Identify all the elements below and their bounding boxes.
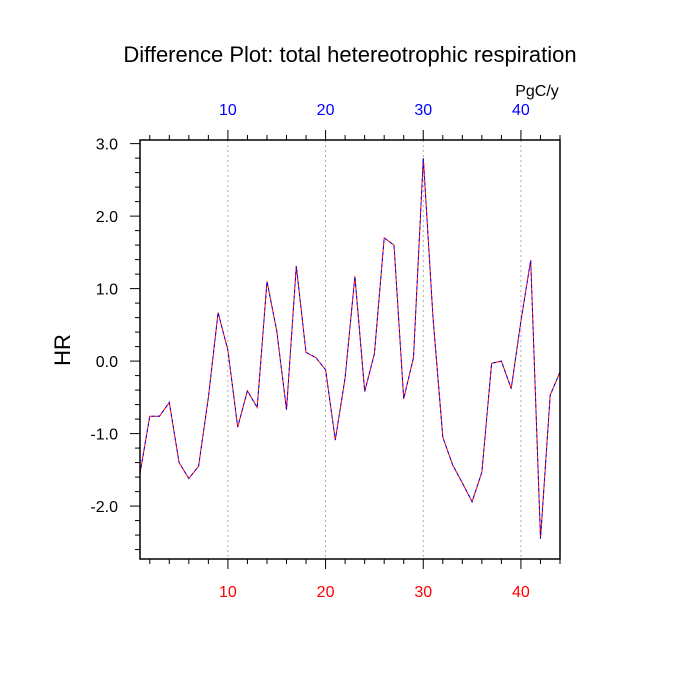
x-tick-label-bottom: 30: [414, 584, 432, 601]
y-tick-label: 1.0: [96, 282, 118, 299]
y-tick-label: 0.0: [96, 354, 118, 371]
y-tick-label: 3.0: [96, 137, 118, 154]
units-label: PgC/y: [515, 83, 559, 100]
y-tick-label: -1.0: [90, 427, 118, 444]
x-tick-label-top: 30: [414, 102, 432, 119]
x-tick-label-top: 10: [219, 102, 237, 119]
x-tick-label-bottom: 20: [317, 584, 335, 601]
label-layer: 3.0 2.0 1.0 0.0 -1.0 -2.0 10 10 20 20 30 30 40 40: [90, 102, 530, 601]
plot-frame: [139, 139, 561, 560]
series-line-blue: [139, 158, 561, 539]
y-tick-label: -2.0: [90, 499, 118, 516]
y-tick-label: 2.0: [96, 209, 118, 226]
x-tick-label-top: 40: [512, 102, 530, 119]
series-line-red: [139, 158, 561, 539]
axis-layer: [130, 130, 561, 569]
x-tick-label-bottom: 40: [512, 584, 530, 601]
y-axis-label: HR: [50, 334, 75, 366]
x-tick-label-bottom: 10: [219, 584, 237, 601]
series-layer: [139, 158, 561, 539]
x-tick-label-top: 20: [317, 102, 335, 119]
chart-title: Difference Plot: total hetereotrophic re…: [123, 42, 576, 67]
